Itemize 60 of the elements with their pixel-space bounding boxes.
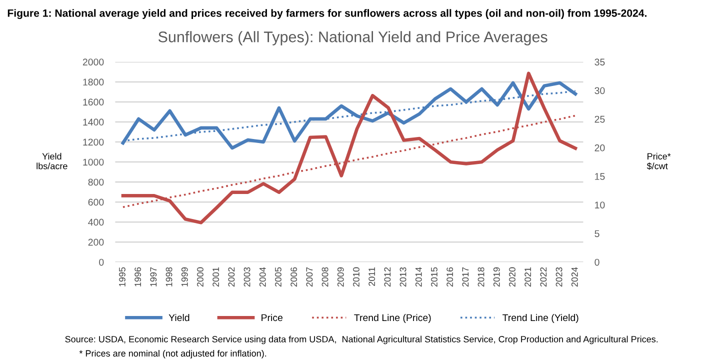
x-tick-label: 2018 — [478, 267, 484, 287]
x-tick-label: 1997 — [150, 267, 157, 286]
x-tick-label: 1998 — [166, 267, 172, 286]
text: * Prices are nominal (not adjusted for inflation). — [79, 350, 266, 358]
x-tick-label: 2002 — [228, 267, 235, 287]
x-tick-label: 2013 — [400, 267, 406, 287]
y2-tick-label: 35 — [594, 58, 605, 66]
y-tick-label: 1600 — [83, 98, 104, 106]
x-tick-label: 2006 — [290, 267, 298, 287]
y2-tick-label: 25 — [594, 116, 605, 123]
legend-label: Yield — [168, 314, 190, 322]
x-tick-label: 2019 — [493, 267, 500, 287]
y-tick-label: 400 — [88, 218, 104, 226]
x-tick-label: 2022 — [540, 267, 547, 287]
x-tick-label: 2001 — [212, 267, 220, 287]
y2-tick-label: 20 — [594, 144, 605, 152]
y-axis-title: Yield lbs/acre — [36, 152, 68, 170]
x-tick-label: 2015 — [431, 267, 438, 287]
x-tick-label: 2010 — [353, 267, 360, 287]
x-tick-label: 1999 — [181, 267, 188, 286]
x-tick-label: 2011 — [368, 267, 376, 286]
x-tick-label: 2020 — [509, 267, 516, 287]
chart-title: Figure 1: National average yield and prices received by farmers for sunflowers across all types (oil and non-oil) from 1995-2024. — [8, 9, 646, 19]
x-tick-label: 2017 — [462, 267, 469, 287]
y-tick-label: 600 — [88, 198, 104, 206]
y2-axis-title: Price* $/cwt — [646, 152, 671, 170]
legend-label: Trend Line (Yield) — [502, 314, 578, 324]
y2-tick-label: 5 — [594, 230, 600, 238]
x-tick-label: 2007 — [306, 267, 313, 287]
legend-label: Price — [262, 314, 282, 322]
x-tick-label: 1996 — [134, 267, 142, 286]
x-tick-label: 2021 — [524, 267, 532, 287]
x-tick-label: 2016 — [446, 267, 454, 287]
x-tick-label: 2004 — [259, 267, 266, 287]
y2-tick-label: 0 — [594, 258, 600, 266]
y-tick-label: 1400 — [83, 118, 104, 126]
x-tick-label: 2009 — [337, 267, 344, 287]
y-tick-label: 1800 — [83, 78, 104, 86]
y-tick-label: 1000 — [83, 158, 104, 166]
x-tick-label: 2024 — [571, 267, 578, 287]
source-note: Source: USDA, Economic Research Service using data from USDA, National Agricultural Statistics Service, Crop Production and Agricultural Prices. — [65, 336, 658, 344]
x-tick-label: 2008 — [322, 267, 328, 287]
x-tick-label: 2023 — [556, 267, 562, 287]
x-tick-label: 1995 — [119, 267, 126, 286]
x-tick-label: 2012 — [384, 267, 391, 287]
y2-tick-label: 10 — [595, 202, 605, 208]
y-tick-label: 0 — [99, 258, 104, 266]
y2-tick-label: 15 — [595, 173, 605, 180]
x-tick-label: 2000 — [197, 267, 204, 287]
x-tick-label: 2014 — [415, 267, 422, 287]
y-tick-label: 1200 — [83, 138, 104, 146]
x-tick-label: 2005 — [275, 267, 282, 287]
x-tick-label: 2003 — [244, 267, 250, 287]
chart-subtitle: Sunflowers (All Types): National Yield and Price Averages — [158, 31, 548, 46]
y-tick-label: 200 — [88, 238, 104, 246]
legend-label: Trend Line (Price) — [354, 314, 431, 324]
y2-tick-label: 30 — [594, 87, 605, 94]
y-tick-label: 2000 — [82, 58, 104, 66]
line-series — [121, 72, 578, 224]
y-tick-label: 800 — [88, 178, 104, 186]
